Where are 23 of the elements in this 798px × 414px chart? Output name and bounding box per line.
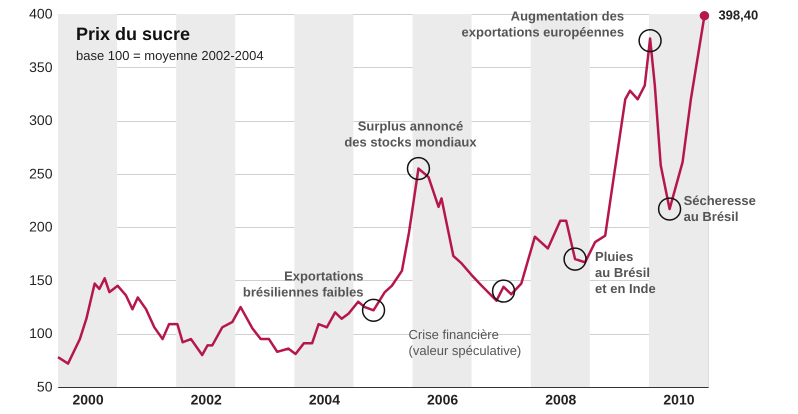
x-tick-label: 2004 <box>308 392 340 408</box>
annotation: Exportations brésiliennes faibles <box>242 268 364 300</box>
y-tick-label: 300 <box>29 112 53 128</box>
y-tick-label: 350 <box>29 58 53 75</box>
data-label: 398,40 <box>718 8 758 23</box>
x-tick-label: 2006 <box>427 392 458 408</box>
text: Prix du sucre <box>76 24 190 44</box>
text: base 100 = moyenne 2002-2004 <box>76 48 264 63</box>
x-tick-label: 2008 <box>545 392 577 408</box>
y-tick-label: 200 <box>29 218 53 235</box>
x-tick-label: 2002 <box>190 392 222 408</box>
y-tick-label: 250 <box>29 165 53 182</box>
y-tick-label: 100 <box>29 325 53 342</box>
y-tick-label: 150 <box>29 272 53 288</box>
y-tick-label: 400 <box>29 6 53 22</box>
annotation: Sécheresse au Brésil <box>684 193 756 224</box>
annotation: Surplus annoncé des stocks mondiaux <box>344 118 478 150</box>
x-tick-label: 2010 <box>663 392 695 408</box>
annotation: Pluies au Brésil et en Inde <box>595 249 656 296</box>
annotation: Crise financière (valeur spéculative) <box>408 327 522 358</box>
x-tick-label: 2000 <box>72 392 104 408</box>
y-tick-label: 50 <box>36 378 53 394</box>
annotation: Augmentation des exportations européennes <box>462 8 624 40</box>
